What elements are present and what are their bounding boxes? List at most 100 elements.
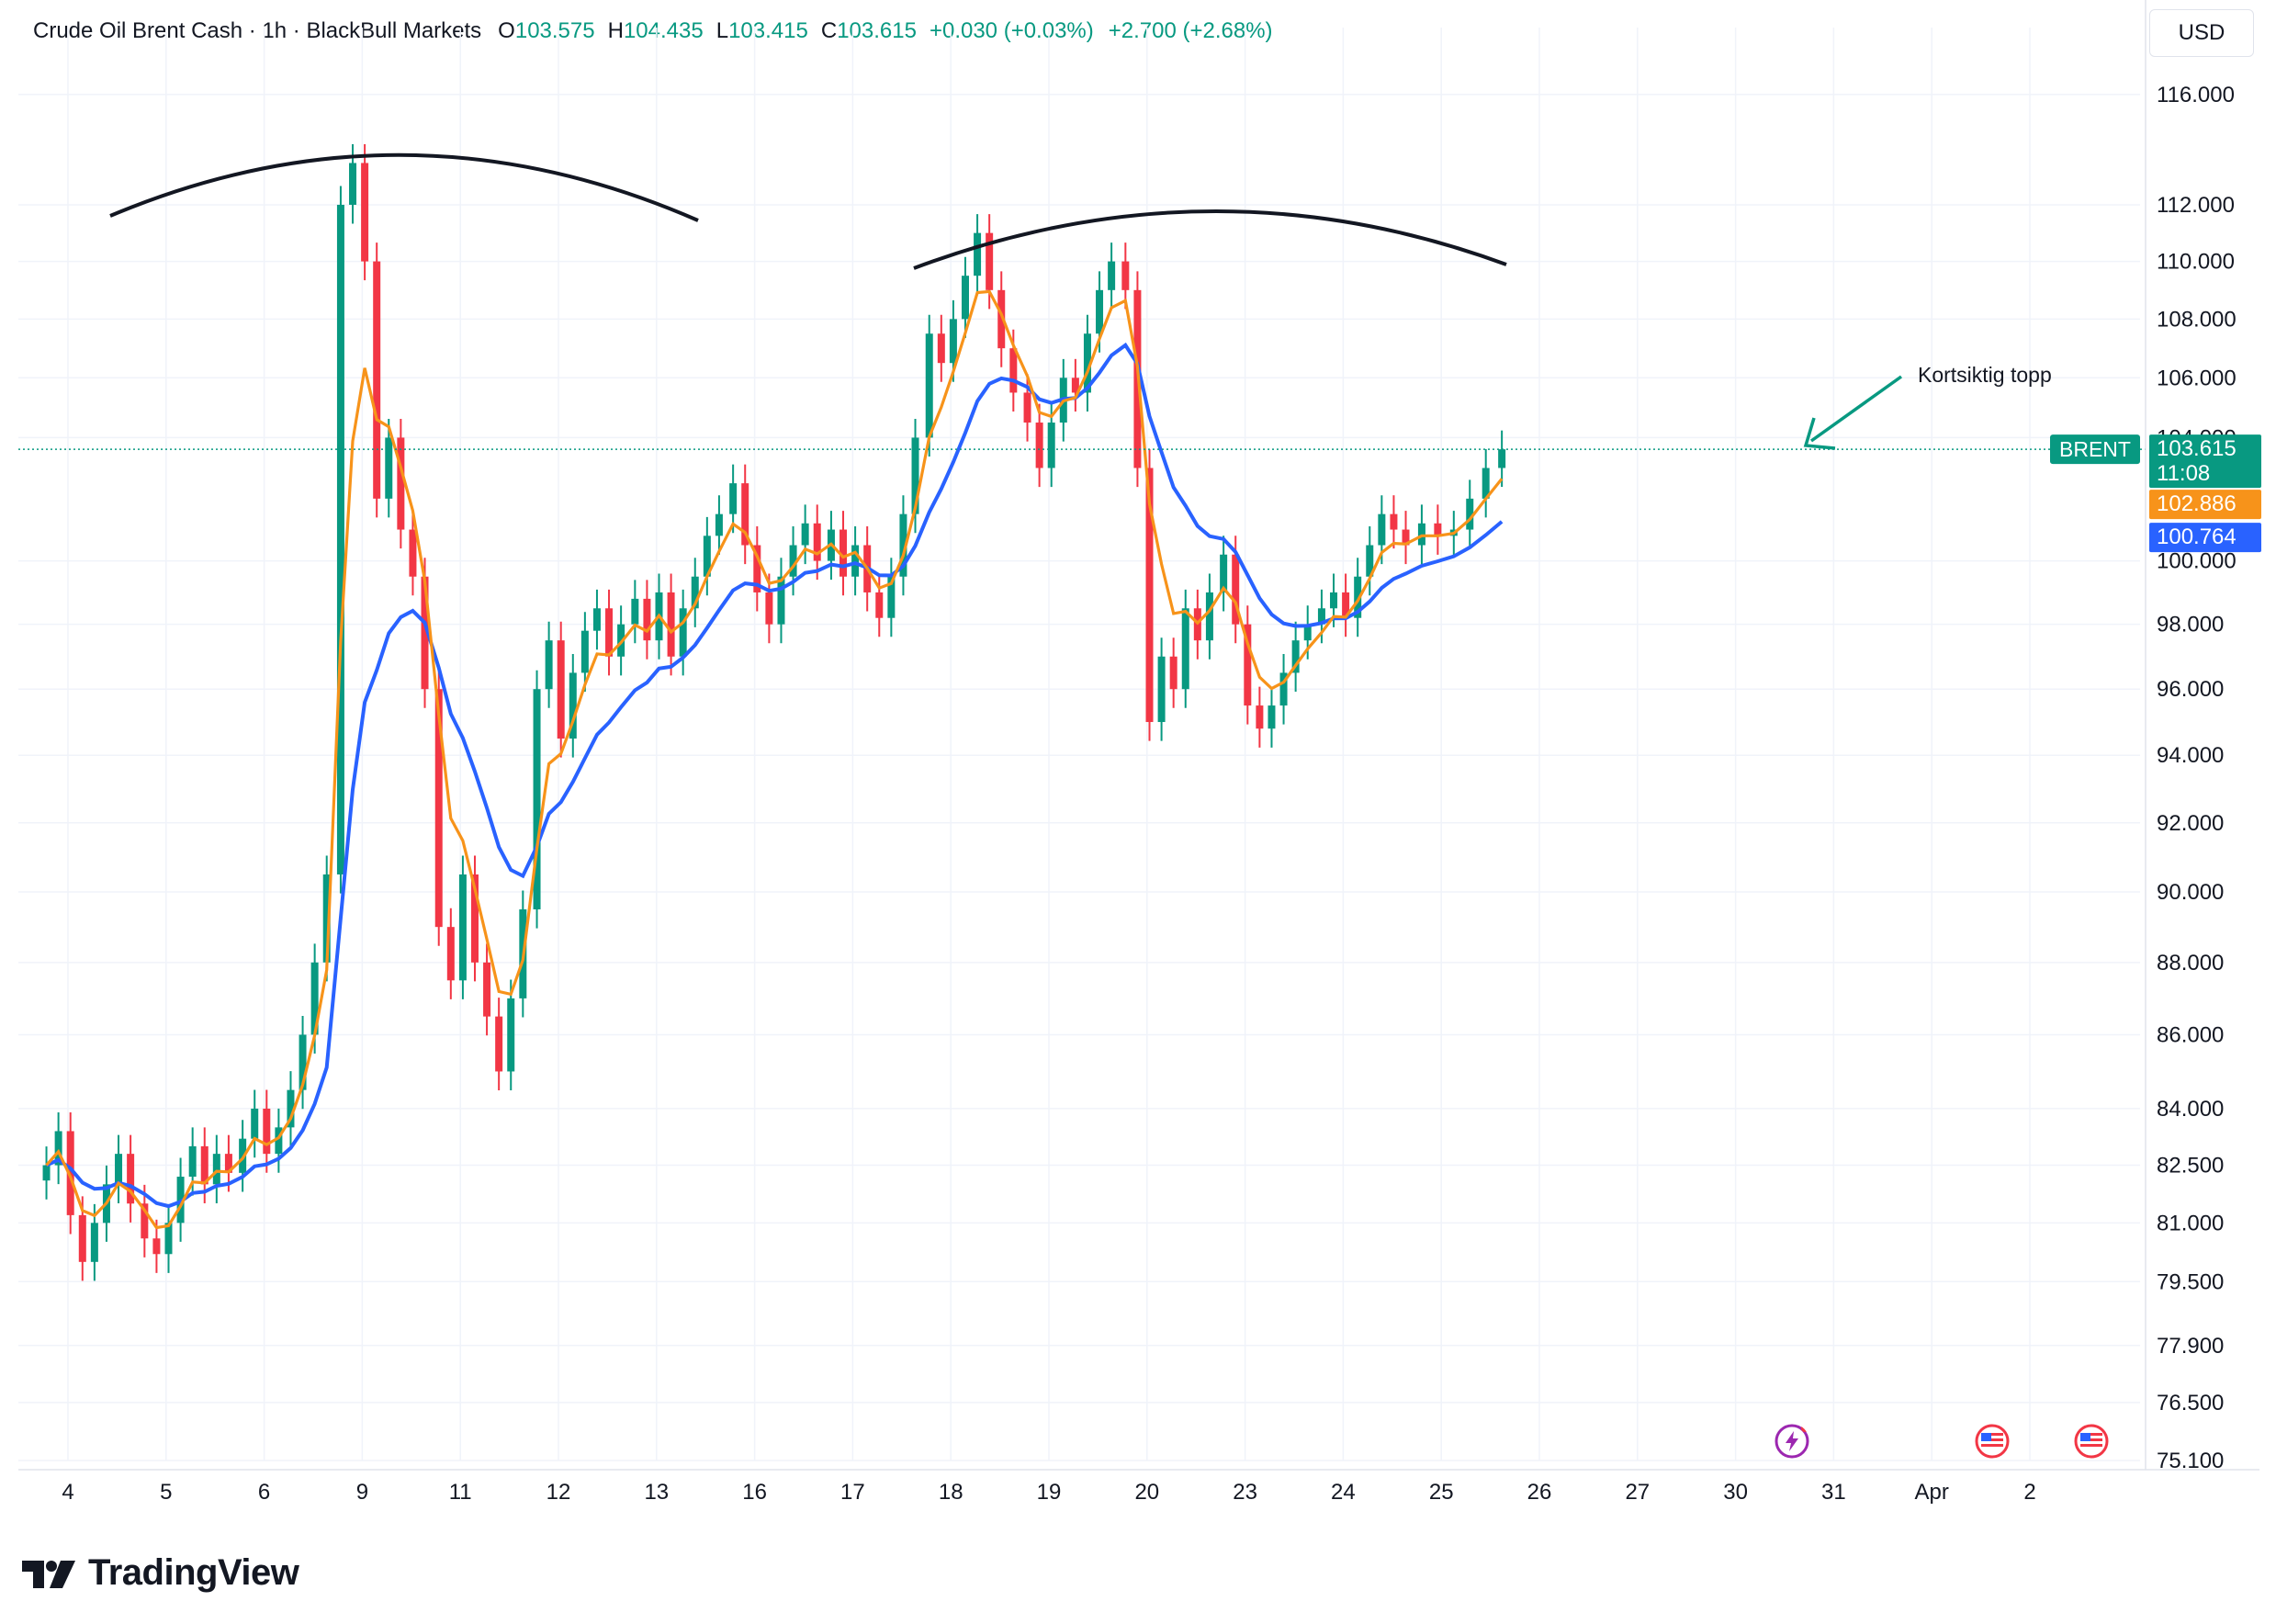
x-tick-label: 23 <box>1233 1480 1257 1505</box>
candle-body <box>1434 523 1442 536</box>
candle-body <box>1482 468 1490 499</box>
open-value: 103.575 <box>514 18 595 43</box>
candle-body <box>592 608 601 631</box>
x-tick-label: 24 <box>1331 1480 1356 1505</box>
arc-first-peak <box>109 152 699 222</box>
candle-body <box>1498 449 1506 468</box>
x-tick-label: 27 <box>1625 1480 1650 1505</box>
tradingview-logo-icon <box>22 1560 75 1588</box>
open-label: O <box>498 18 515 43</box>
candle-body <box>115 1154 123 1185</box>
lightning-event-icon[interactable] <box>1775 1424 1809 1459</box>
candle-body <box>141 1203 149 1239</box>
candle-body <box>765 592 773 625</box>
candle-body <box>1181 608 1189 690</box>
x-tick-label: 31 <box>1821 1480 1846 1505</box>
candle-body <box>1390 513 1398 530</box>
candle-body <box>373 261 381 499</box>
candle-body <box>1035 423 1043 468</box>
x-tick-label: 25 <box>1429 1480 1454 1505</box>
candle-body <box>789 545 797 577</box>
candle-body <box>753 545 761 592</box>
ma-slow-line <box>45 342 1504 1209</box>
low-label: L <box>715 18 729 43</box>
candle-body <box>421 576 429 690</box>
x-tick-label: 16 <box>742 1480 767 1505</box>
candle-body <box>42 1165 51 1181</box>
candle-body <box>1466 498 1474 530</box>
candle-body <box>887 576 896 618</box>
candle-body <box>188 1145 197 1178</box>
candle-body <box>839 529 848 577</box>
price-chart[interactable]: Kortsiktig topp 116.000 112.000 110.000 108… <box>0 0 2276 1532</box>
candle-body <box>1366 545 1374 577</box>
us-flag-event-icon[interactable] <box>2074 1424 2109 1459</box>
candle-body <box>483 962 491 1017</box>
y-tick-label: 112.000 <box>2157 193 2235 218</box>
x-tick-label: 19 <box>1037 1480 1062 1505</box>
candle-body <box>1417 523 1425 546</box>
y-tick-label: 82.500 <box>2157 1154 2224 1179</box>
y-tick-label: 77.900 <box>2157 1334 2224 1359</box>
us-flag-event-icon[interactable] <box>1975 1424 2010 1459</box>
candle-body <box>937 333 945 364</box>
candle-body <box>986 232 994 290</box>
candle-body <box>409 529 417 577</box>
ma-slow-badge-text: 100.764 <box>2157 524 2237 549</box>
close-label: C <box>820 18 838 43</box>
symbol-tag <box>2050 434 2140 465</box>
candle-body <box>1145 468 1154 723</box>
candle-body <box>1303 624 1312 641</box>
candle-body <box>446 927 455 981</box>
y-tick-label: 116.000 <box>2157 83 2235 107</box>
x-tick-label: 20 <box>1134 1480 1159 1505</box>
logo-text: TradingView <box>88 1552 299 1593</box>
candle-body <box>1342 592 1350 618</box>
candle-body <box>1047 423 1055 468</box>
candle-body <box>1157 656 1166 723</box>
time-axis[interactable]: 4 5 6 9 11 12 13 16 17 18 19 20 23 24 25 26 27 30 31 Apr 2 <box>18 1469 2259 1505</box>
candle-body <box>545 640 553 690</box>
candle-body <box>1378 513 1386 546</box>
x-tick-label: 2 <box>2023 1480 2035 1505</box>
price-axis[interactable]: 116.000112.000110.000108.000106.000104.0… <box>2145 0 2237 1473</box>
candle-body <box>997 289 1006 349</box>
candle-body <box>1083 333 1091 393</box>
annotation-arrow <box>1803 375 1903 450</box>
y-tick-label: 88.000 <box>2157 951 2224 976</box>
y-tick-label: 100.000 <box>2157 549 2237 574</box>
ma-slow-badge <box>2149 523 2261 553</box>
ma-fast-line <box>45 289 1504 1230</box>
x-tick-label: Apr <box>1915 1480 1949 1505</box>
tradingview-logo[interactable]: TradingView <box>20 1552 299 1594</box>
candle-body <box>777 576 785 625</box>
candle-body <box>1232 554 1240 625</box>
candle-body <box>667 592 675 657</box>
candle-body <box>287 1089 295 1128</box>
candle-body <box>1291 640 1300 673</box>
candle-body <box>263 1108 271 1155</box>
candle-body <box>1279 672 1288 706</box>
candle-body <box>310 962 319 1035</box>
candle-body <box>1317 608 1325 625</box>
x-tick-label: 9 <box>356 1480 368 1505</box>
candle-body <box>974 232 982 276</box>
candle-body <box>322 874 331 963</box>
high-value: 104.435 <box>623 18 704 43</box>
candle-body <box>801 523 809 546</box>
last-price-badge <box>2149 434 2261 489</box>
annotation-label: Kortsiktig topp <box>1918 363 2052 387</box>
candle-bodies <box>42 163 1506 1262</box>
currency-button[interactable]: USD <box>2149 9 2254 57</box>
x-tick-label: 5 <box>160 1480 172 1505</box>
symbol-title[interactable]: Crude Oil Brent Cash · 1h · BlackBull Ma… <box>33 18 482 43</box>
x-tick-label: 11 <box>449 1480 472 1505</box>
candle-body <box>1205 592 1213 641</box>
candle-body <box>643 598 651 641</box>
high-label: H <box>607 18 624 43</box>
y-tick-label: 84.000 <box>2157 1097 2224 1122</box>
y-tick-label: 106.000 <box>2157 366 2237 390</box>
candle-body <box>200 1145 208 1185</box>
candle-body <box>1330 592 1338 609</box>
